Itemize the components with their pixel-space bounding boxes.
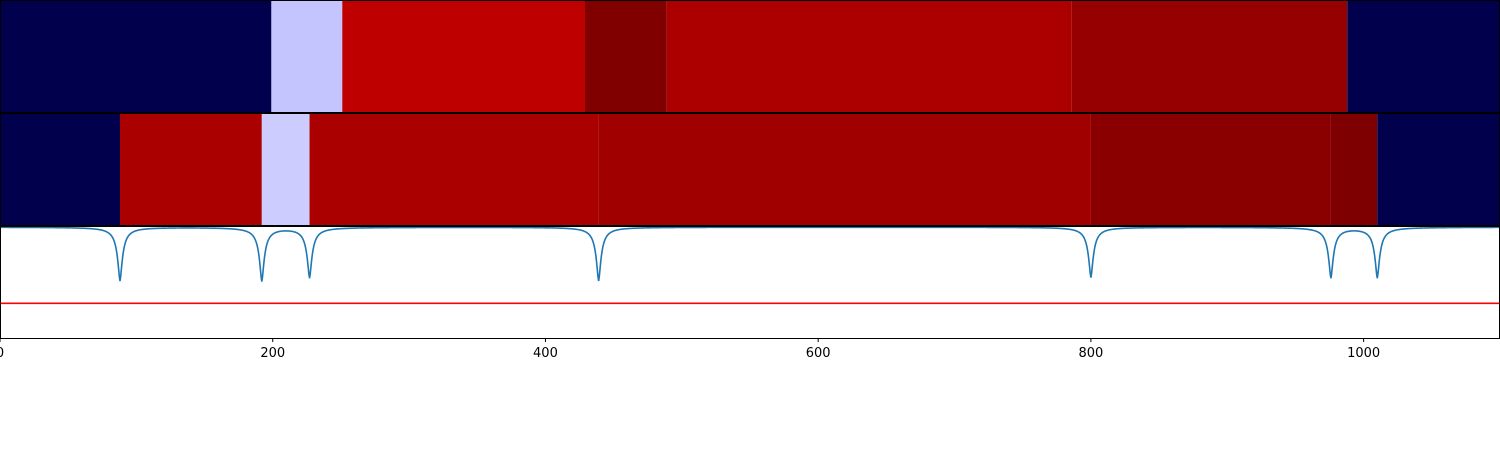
segment-2-0	[0, 113, 120, 225]
segment-2-4	[598, 113, 1091, 225]
segment-1-4	[666, 0, 1072, 112]
signal-line	[0, 226, 1500, 282]
segment-2-2	[261, 113, 310, 225]
axes-frame-3	[0, 226, 1500, 339]
segment-2-3	[309, 113, 599, 225]
segment-1-5	[1071, 0, 1348, 112]
x-tick-label-400: 400	[533, 346, 558, 361]
x-axis: 0 200 400 600 800 1000	[0, 338, 1380, 361]
segment-1-2	[342, 0, 585, 112]
x-tick-label-0: 0	[0, 346, 4, 361]
signal-track	[0, 226, 1500, 305]
segment-2-1	[120, 113, 262, 225]
segment-track-2	[0, 113, 1500, 225]
segment-2-5	[1090, 113, 1331, 225]
x-tick-label-800: 800	[1078, 346, 1103, 361]
segment-track-1	[0, 0, 1500, 112]
x-tick-label-600: 600	[806, 346, 831, 361]
segment-1-3	[585, 0, 667, 112]
x-tick-label-1000: 1000	[1347, 346, 1380, 361]
segment-1-6	[1347, 0, 1500, 112]
segment-1-0	[0, 0, 272, 112]
x-tick-label-200: 200	[260, 346, 285, 361]
segment-2-7	[1377, 113, 1500, 225]
segment-2-6	[1330, 113, 1378, 225]
segment-1-1	[271, 0, 343, 112]
